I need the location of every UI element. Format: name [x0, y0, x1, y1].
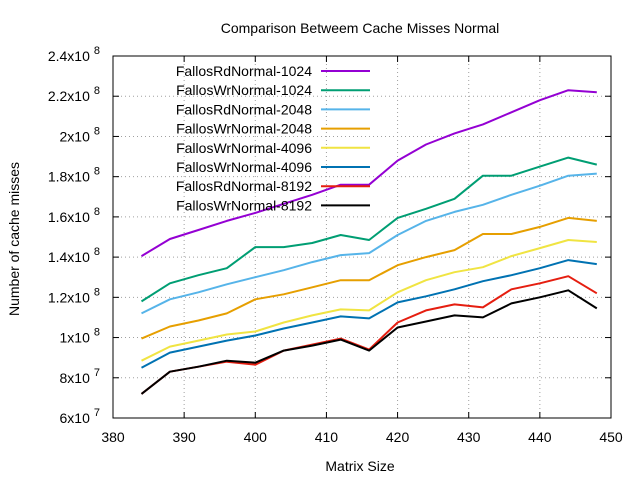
x-tick-label: 450 — [599, 429, 623, 445]
axes: 380 390 400 410 420 430 440 450 6x10 7 8x10 7 1x10 8 1… — [48, 45, 623, 445]
x-tick-label: 400 — [244, 429, 268, 445]
x-tick-label: 380 — [101, 429, 125, 445]
legend-label-4: FallosWrNormal-2048 — [176, 121, 312, 137]
y-tick-label: 6x10 7 — [60, 407, 100, 426]
series-line-7 — [140, 275, 598, 395]
legend-label-3: FallosRdNormal-2048 — [176, 101, 312, 117]
series-layer — [140, 89, 598, 395]
legend-label-1: FallosRdNormal-1024 — [176, 63, 312, 79]
x-tick-label: 440 — [528, 429, 552, 445]
x-axis-label: Matrix Size — [325, 458, 394, 474]
series-line-3 — [141, 172, 597, 315]
y-tick-label: 1.2x10 8 — [48, 286, 100, 305]
y-tick-label: 2x10 8 — [60, 125, 100, 144]
legend-label-5: FallosWrNormal-4096 — [176, 140, 312, 156]
y-tick-label: 2.4x10 8 — [48, 45, 100, 64]
x-tick-label: 390 — [172, 429, 196, 445]
y-tick-label: 8x10 7 — [60, 367, 100, 386]
series-line-6 — [141, 259, 597, 369]
legend-label-8: FallosWrNormal-8192 — [176, 197, 312, 213]
plot-frame — [112, 55, 612, 419]
x-tick-label: 410 — [315, 429, 339, 445]
x-tick-label: 420 — [386, 429, 410, 445]
y-tick-label: 1.4x10 8 — [48, 246, 100, 265]
y-tick-label: 1.8x10 8 — [48, 166, 100, 185]
series-line-2 — [140, 156, 598, 303]
legend-label-7: FallosRdNormal-8192 — [176, 178, 312, 194]
series-line-1 — [140, 89, 597, 257]
grid — [113, 56, 611, 418]
series-line-8 — [140, 289, 598, 395]
y-tick-label: 2.2x10 8 — [48, 85, 100, 104]
y-tick-label: 1.6x10 8 — [48, 206, 100, 225]
series-line-4 — [141, 216, 597, 340]
x-tick-label: 430 — [457, 429, 481, 445]
series-line-5 — [141, 239, 597, 362]
legend: FallosRdNormal-1024 FallosWrNormal-1024 Fa… — [176, 63, 370, 213]
y-tick-label: 1x10 8 — [60, 327, 100, 346]
y-axis-label: Number of cache misses — [6, 162, 22, 316]
legend-label-2: FallosWrNormal-1024 — [176, 82, 312, 98]
legend-label-6: FallosWrNormal-4096 — [176, 159, 312, 175]
chart-title: Comparison Betweem Cache Misses Normal — [221, 20, 500, 36]
